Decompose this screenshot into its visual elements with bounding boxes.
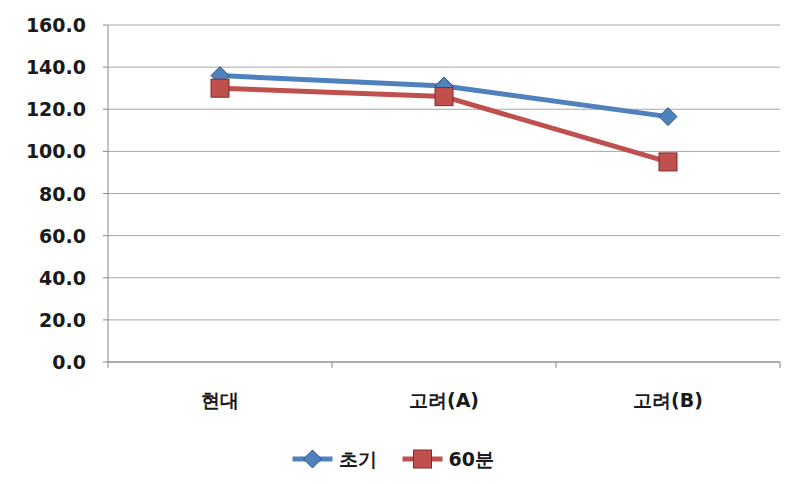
legend-label: 초기: [339, 448, 377, 470]
y-tick: [103, 362, 108, 363]
legend-label: 60분: [449, 448, 494, 470]
y-tick-label: 80.0: [39, 183, 86, 205]
legend-marker: [414, 450, 432, 468]
y-tick-label: 40.0: [39, 267, 86, 289]
point: [659, 108, 677, 126]
x-tick-label: 고려(B): [633, 389, 703, 411]
y-tick: [103, 67, 108, 68]
x-tick-label: 현대: [201, 389, 239, 411]
grid-line: [108, 277, 780, 278]
y-tick-label: 20.0: [39, 309, 86, 331]
x-tick: [332, 362, 333, 368]
grid-line: [108, 151, 780, 152]
legend-marker: [304, 450, 322, 468]
y-tick: [103, 319, 108, 320]
x-tick-label: 고려(A): [409, 389, 479, 411]
x-tick: [108, 362, 109, 368]
legend: 초기 60분: [293, 448, 494, 470]
grid-line: [108, 109, 780, 110]
y-tick-label: 120.0: [26, 98, 86, 120]
grid-line: [108, 193, 780, 194]
point: [659, 153, 677, 171]
y-tick: [103, 25, 108, 26]
grid-line: [108, 235, 780, 236]
y-tick: [103, 235, 108, 236]
point: [211, 79, 229, 97]
y-tick-label: 140.0: [26, 56, 86, 78]
y-tick-label: 0.0: [52, 351, 86, 373]
grid-line: [108, 67, 780, 68]
grid-line: [108, 362, 780, 363]
y-tick-label: 60.0: [39, 225, 86, 247]
plot-area: [211, 67, 677, 171]
y-tick: [103, 277, 108, 278]
point: [435, 88, 453, 106]
y-tick: [103, 109, 108, 110]
y-tick: [103, 151, 108, 152]
y-axis: [108, 25, 109, 362]
y-tick-label: 160.0: [26, 14, 86, 36]
x-tick: [780, 362, 781, 368]
x-axis: [108, 362, 780, 363]
x-tick: [556, 362, 557, 368]
grid-line: [108, 25, 780, 26]
series-line: [220, 76, 668, 117]
y-tick-label: 100.0: [26, 140, 86, 162]
y-tick: [103, 193, 108, 194]
series-line: [220, 88, 668, 162]
grid-line: [108, 319, 780, 320]
chart: 0.0 20.0 40.0 60.0 80.0 100.0 120.0 140.0 160.0 현…: [0, 0, 805, 484]
